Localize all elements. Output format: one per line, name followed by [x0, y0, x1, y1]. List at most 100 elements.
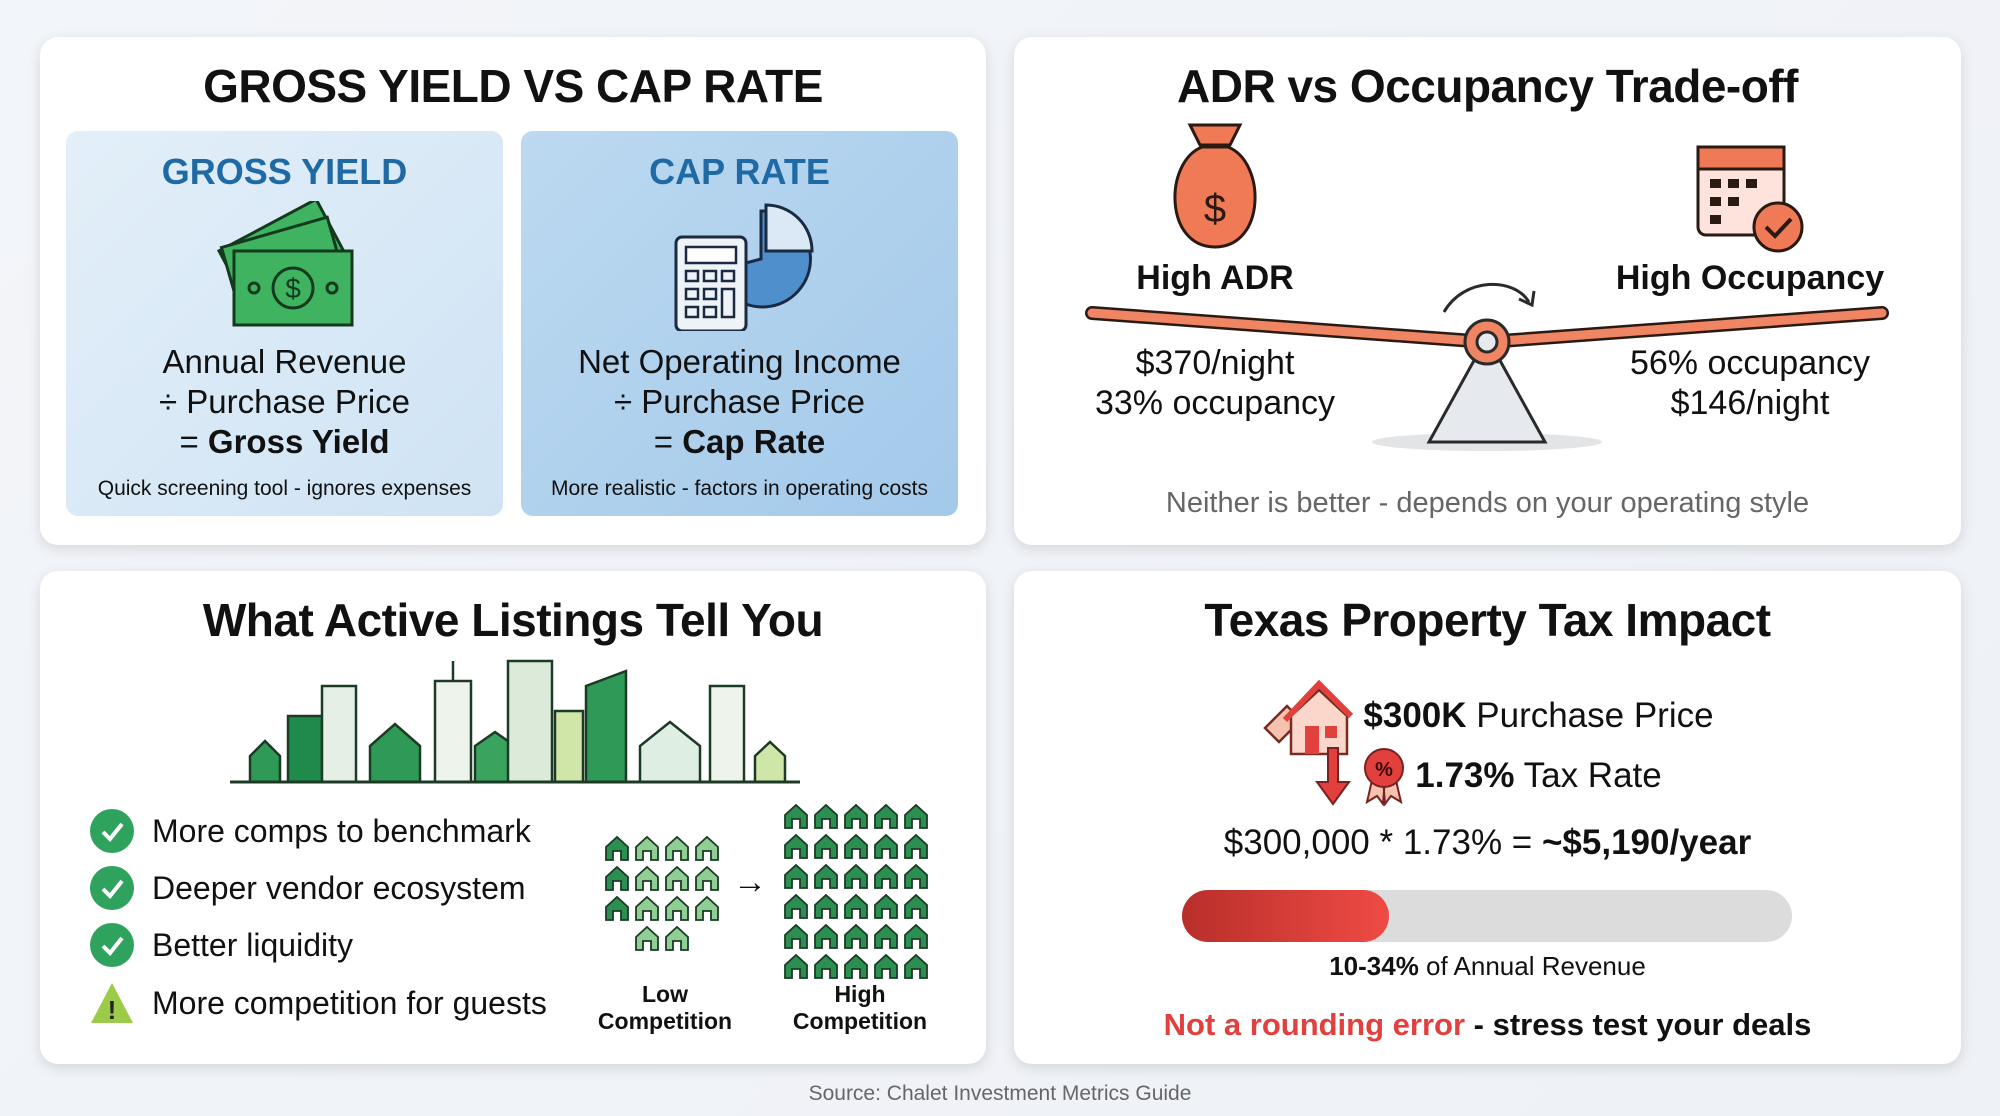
house-icon — [874, 923, 898, 949]
list-item: ! More competition for guests — [90, 981, 547, 1025]
house-icon — [665, 835, 689, 861]
high-adr-occupancy: 33% occupancy — [1094, 384, 1336, 422]
house-icon — [904, 833, 928, 859]
price-label: Purchase Price — [1466, 696, 1714, 735]
check-icon — [90, 923, 134, 967]
equals: = — [653, 423, 683, 460]
revenue-share-bar — [1182, 890, 1792, 942]
house-icon — [844, 923, 868, 949]
calculator-pie-chart-icon — [674, 203, 814, 331]
tax-formula: $300,000 * 1.73% = ~$5,190/year — [1014, 823, 1961, 863]
low-label-line: Competition — [597, 1008, 733, 1034]
house-icon — [784, 833, 808, 859]
purchase-price-text: $300K Purchase Price — [1363, 696, 1713, 736]
formula-line-2: ÷ Purchase Price — [158, 383, 411, 420]
list-item-text: Better liquidity — [152, 926, 353, 963]
caption-value: 10-34% — [1329, 951, 1419, 981]
high-competition-label: High Competition — [785, 981, 935, 1035]
low-competition-label: Low Competition — [590, 981, 740, 1035]
cap-rate-heading: CAP RATE — [649, 151, 830, 192]
annual-tax-value: ~$5,190/year — [1541, 823, 1752, 862]
city-skyline-icon — [230, 659, 800, 784]
high-adr-rate: $370/night — [1135, 344, 1295, 382]
house-icon — [904, 923, 928, 949]
warning-icon: ! — [91, 983, 133, 1025]
warning-highlight: Not a rounding error — [1163, 1007, 1466, 1042]
house-icon — [635, 925, 659, 951]
list-item-text: More comps to benchmark — [152, 812, 531, 849]
house-icon — [844, 803, 868, 829]
equals: = — [179, 423, 208, 460]
house-icon — [874, 803, 898, 829]
card-title: What Active Listings Tell You — [202, 594, 824, 646]
house-icon — [665, 865, 689, 891]
check-icon — [90, 809, 134, 853]
house-icon — [814, 833, 838, 859]
house-icon — [814, 923, 838, 949]
arrow-down-icon — [1315, 747, 1352, 806]
house-icon — [784, 923, 808, 949]
cap-rate-note: More realistic - factors in operating co… — [551, 477, 928, 500]
house-icon — [695, 895, 719, 921]
formula-result: = Cap Rate — [521, 423, 958, 461]
house-icon — [844, 833, 868, 859]
gross-yield-vs-cap-rate-card: GROSS YIELD VS CAP RATE GROSS YIELD $ An… — [40, 37, 986, 545]
revenue-share-bar-fill — [1182, 890, 1390, 942]
list-item-text: Deeper vendor ecosystem — [152, 869, 526, 906]
high-occupancy-occupancy: 56% occupancy — [1629, 344, 1871, 382]
high-label-line: Competition — [792, 1008, 928, 1034]
list-item: More comps to benchmark — [90, 809, 531, 853]
card-title: Texas Property Tax Impact — [1204, 594, 1771, 646]
gross-yield-heading: GROSS YIELD — [161, 151, 408, 192]
money-bag-icon: $ — [1173, 123, 1257, 249]
rate-label: Tax Rate — [1514, 756, 1662, 795]
house-icon — [784, 863, 808, 889]
list-item-text: More competition for guests — [152, 984, 547, 1021]
card-title: GROSS YIELD VS CAP RATE — [203, 60, 823, 112]
house-icon — [605, 895, 629, 921]
house-icon — [874, 863, 898, 889]
house-icon — [844, 863, 868, 889]
result-label: Gross Yield — [207, 423, 390, 460]
active-listings-card: What Active Listings Tell You More comps… — [40, 571, 986, 1064]
low-competition-houses — [602, 833, 732, 953]
house-icon — [695, 835, 719, 861]
svg-text:$: $ — [1204, 187, 1226, 231]
high-adr-label: High ADR — [1136, 259, 1294, 297]
seesaw-illustration: $ — [1085, 123, 1889, 451]
gross-yield-panel: GROSS YIELD $ Annual Revenue ÷ Purchase … — [66, 131, 503, 516]
list-item: Better liquidity — [90, 923, 353, 967]
tradeoff-footer: Neither is better - depends on your oper… — [1165, 487, 1810, 519]
house-icon — [844, 953, 868, 979]
warning-message: Not a rounding error - stress test your … — [1014, 1007, 1961, 1043]
low-label-line: Low — [642, 981, 688, 1007]
house-icon — [874, 833, 898, 859]
house-icon — [635, 895, 659, 921]
bar-caption: 10-34% of Annual Revenue — [1014, 951, 1961, 982]
svg-text:$: $ — [285, 273, 301, 304]
formula-line-2: ÷ Purchase Price — [613, 383, 866, 420]
tax-rate-row: % 1.73% Tax Rate — [1014, 746, 1961, 806]
check-icon — [90, 866, 134, 910]
result-label: Cap Rate — [682, 423, 826, 460]
tax-rate-text: 1.73% Tax Rate — [1415, 756, 1661, 796]
warning-text: - stress test your deals — [1465, 1007, 1812, 1042]
gross-yield-note: Quick screening tool - ignores expenses — [97, 477, 472, 500]
percent-badge-icon: % — [1364, 748, 1405, 806]
high-competition-houses — [781, 801, 941, 981]
house-icon — [904, 953, 928, 979]
arrow-icon: → — [733, 863, 767, 901]
property-tax-card: Texas Property Tax Impact $300K Purchase… — [1014, 571, 1961, 1064]
house-icon — [814, 803, 838, 829]
high-occupancy-rate: $146/night — [1670, 384, 1830, 422]
house-price-tag-icon — [1263, 679, 1354, 756]
house-icon — [635, 865, 659, 891]
high-occupancy-label: High Occupancy — [1615, 259, 1885, 297]
house-icon — [784, 953, 808, 979]
card-title: ADR vs Occupancy Trade-off — [1177, 60, 1798, 112]
house-icon — [814, 863, 838, 889]
house-icon — [844, 893, 868, 919]
source-note: Source: Chalet Investment Metrics Guide — [808, 1082, 1192, 1105]
house-icon — [874, 893, 898, 919]
house-icon — [665, 895, 689, 921]
